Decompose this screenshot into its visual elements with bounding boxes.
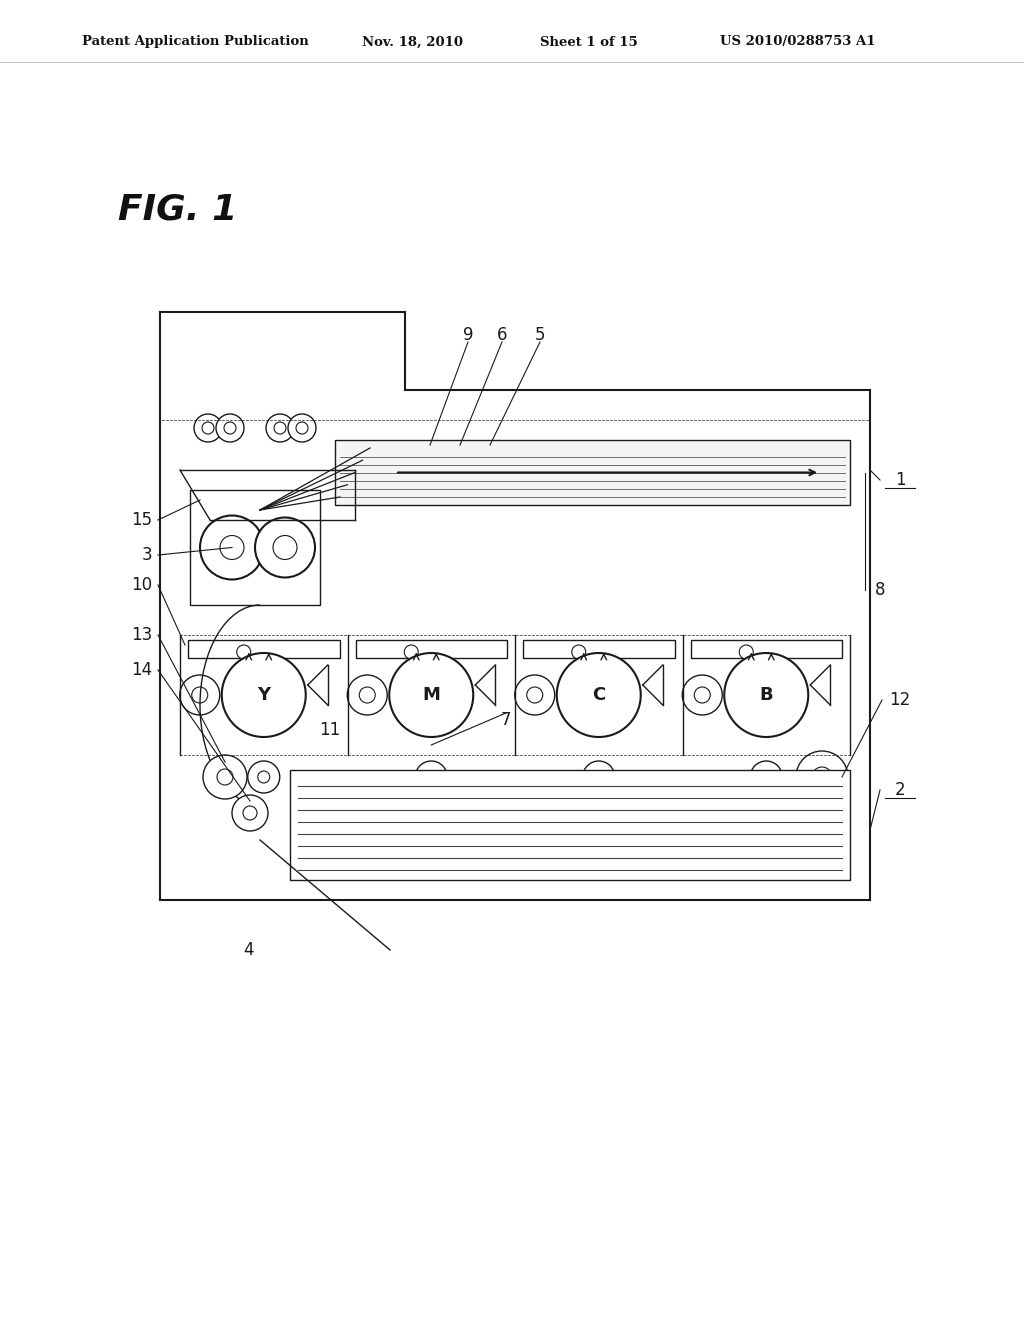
Text: 1: 1 [895,471,905,488]
Circle shape [593,771,605,783]
Circle shape [180,675,220,715]
Circle shape [288,414,316,442]
Circle shape [202,422,214,434]
Text: 15: 15 [131,511,152,529]
Circle shape [515,675,555,715]
Text: 10: 10 [131,576,152,594]
Circle shape [571,645,586,659]
Circle shape [237,645,251,659]
Text: 13: 13 [131,626,152,644]
Circle shape [404,645,418,659]
Bar [335,440,850,506]
Text: 3: 3 [141,546,152,564]
Text: US 2010/0288753 A1: US 2010/0288753 A1 [720,36,876,49]
Circle shape [273,536,297,560]
Circle shape [425,771,437,783]
Circle shape [526,686,543,704]
Circle shape [243,807,257,820]
Bar [355,640,507,657]
Circle shape [200,516,264,579]
Circle shape [194,414,222,442]
Text: 12: 12 [890,690,910,709]
Circle shape [557,653,641,737]
Circle shape [347,675,387,715]
Circle shape [682,675,722,715]
Circle shape [796,751,848,803]
Text: 2: 2 [895,781,905,799]
Text: Nov. 18, 2010: Nov. 18, 2010 [362,36,463,49]
Text: FIG. 1: FIG. 1 [118,193,238,227]
Bar [523,640,675,657]
Text: 6: 6 [497,326,507,345]
Circle shape [224,422,236,434]
Text: 11: 11 [319,721,341,739]
Circle shape [232,795,268,832]
Circle shape [812,767,831,787]
Circle shape [338,777,422,862]
Text: 14: 14 [131,661,152,678]
Text: C: C [592,686,605,704]
Circle shape [694,686,711,704]
Circle shape [191,686,208,704]
Circle shape [222,653,306,737]
Circle shape [248,762,280,793]
Text: Y: Y [257,686,270,704]
Text: 8: 8 [874,581,886,599]
Circle shape [203,755,247,799]
Circle shape [751,762,782,793]
Bar [290,770,850,880]
Circle shape [255,517,315,578]
Circle shape [220,536,244,560]
Text: 7: 7 [501,711,511,729]
Circle shape [258,771,269,783]
Circle shape [739,645,754,659]
Circle shape [274,422,286,434]
Text: 4: 4 [243,941,253,960]
Text: 5: 5 [535,326,545,345]
Bar [188,640,340,657]
Circle shape [296,422,308,434]
Circle shape [216,414,244,442]
Circle shape [217,770,233,785]
Text: M: M [422,686,440,704]
Circle shape [724,653,808,737]
Text: Patent Application Publication: Patent Application Publication [82,36,309,49]
Circle shape [583,762,614,793]
Text: B: B [760,686,773,704]
Circle shape [760,771,772,783]
Circle shape [266,414,294,442]
Circle shape [359,686,375,704]
Bar [190,490,319,605]
Circle shape [416,762,447,793]
Circle shape [389,653,473,737]
Bar [690,640,842,657]
Circle shape [364,804,396,836]
Text: Sheet 1 of 15: Sheet 1 of 15 [540,36,638,49]
Text: 9: 9 [463,326,473,345]
